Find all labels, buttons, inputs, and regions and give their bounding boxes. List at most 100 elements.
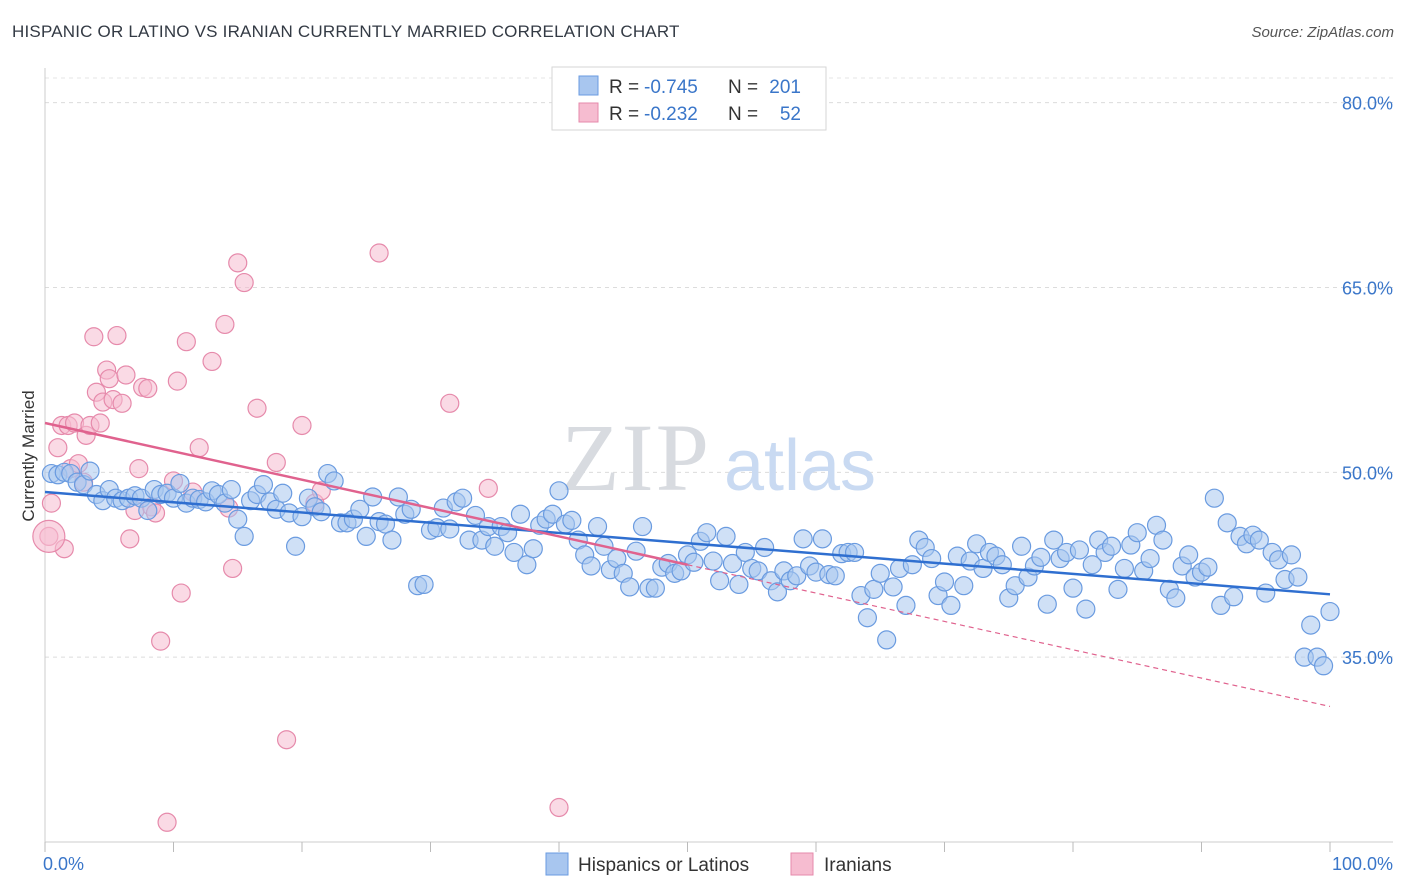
hispanic-point-53 [382,530,402,550]
x-tick-label-0: 0.0% [43,854,84,874]
watermark-atlas: atlas [724,426,876,506]
iranian-point-41 [228,253,248,273]
hispanic-point-175 [1166,588,1186,608]
iranian-point-29 [151,631,171,651]
hispanic-point-74 [517,555,537,575]
hispanic-point-162 [1082,555,1102,575]
bottom-legend: Hispanics or Latinos Iranians [545,852,892,876]
iranian-point-large [32,519,66,554]
legend-n-value-1: 201 [769,77,801,98]
hispanic-point-196 [1301,615,1321,635]
hispanic-point-102 [697,523,717,543]
trend-line-iranians-extension [687,564,1331,708]
hispanic-point-20 [170,473,190,494]
hispanic-point-167 [1114,558,1135,579]
iranian-point-37 [202,351,222,372]
y-tick-label-0: 80.0% [1342,94,1393,114]
hispanic-point-198 [1313,656,1334,676]
hispanic-point-151 [1011,536,1032,556]
iranian-point-43 [247,398,267,418]
hispanic-point-130 [877,630,897,650]
hispanic-point-64 [453,488,473,508]
hispanic-point-113 [767,582,788,602]
hispanic-point-133 [896,595,916,616]
hispanic-point-139 [934,572,955,592]
iranian-point-17 [99,369,119,389]
tick-labels: 80.0% 65.0% 50.0% 35.0% 0.0% 100.0% [43,94,1393,874]
iranian-point-14 [90,413,110,433]
hispanic-point-30 [234,526,254,547]
hispanic-point-100 [684,552,704,572]
iranian-point-21 [116,365,136,385]
iranian-point-50 [440,393,460,413]
hispanic-point-29 [228,509,248,529]
iranian-point-36 [189,438,209,458]
hispanic-point-106 [722,553,743,574]
hispanic-point-120 [812,529,833,549]
legend-r-label-1: R = [609,77,639,98]
hispanic-point-159 [1063,578,1083,598]
hispanic-point-104 [710,571,730,591]
hispanic-point-38 [285,536,306,556]
hispanic-point-6 [80,461,100,481]
hispanic-point-194 [1288,567,1308,587]
hispanic-point-105 [716,526,736,547]
iranian-point-2 [48,438,68,458]
y-axis-label: Currently Married [19,390,38,521]
iranian-point-49 [369,243,389,263]
hispanic-point-122 [825,566,845,586]
trend-line-iranians [44,421,688,566]
iranian-point-12 [84,327,104,347]
legend-box: R = -0.745 N = 201 R = -0.232 N = 52 [551,66,827,131]
watermark: ZIP atlas [561,404,876,511]
iranian-point-20 [112,393,132,413]
hispanic-point-103 [703,551,723,571]
hispanic-point-81 [562,510,582,530]
hispanic-point-129 [870,563,890,583]
hispanic-point-15 [138,500,158,521]
iranian-point-26 [138,378,158,399]
iranian-point-45 [276,730,297,750]
chart-source: Source: ZipAtlas.com [1251,24,1394,41]
hispanic-point-180 [1198,557,1218,577]
hispanic-point-58 [414,574,434,595]
hispanic-point-177 [1179,545,1199,565]
hispanic-point-181 [1204,488,1224,508]
hispanic-point-116 [787,566,807,586]
iranian-point-1 [41,493,62,513]
y-tick-label-1: 65.0% [1342,278,1393,298]
chart-title: HISPANIC OR LATINO VS IRANIAN CURRENTLY … [12,22,680,41]
hispanic-point-28 [221,479,241,500]
hispanic-point-90 [620,577,640,597]
iranian-point-22 [120,529,140,549]
hispanic-point-193 [1281,545,1302,565]
legend-n-label-2: N = [728,104,758,125]
hispanic-point-169 [1127,523,1147,543]
iranian-point-46 [292,415,312,436]
hispanic-point-94 [645,578,665,598]
axes [44,68,1393,852]
iranian-point-40 [223,558,243,579]
trend-line-hispanics [44,490,1331,596]
hispanic-point-154 [1031,547,1051,567]
hispanic-point-188 [1249,530,1269,550]
hispanic-point-33 [253,475,274,495]
iranian-point-38 [215,314,235,335]
y-tick-label-2: 50.0% [1342,463,1393,483]
hispanic-point-84 [581,556,601,576]
hispanic-point-73 [510,504,531,524]
iranian-point-33 [171,583,191,603]
bottom-legend-swatch-hispanics [545,852,569,876]
bottom-legend-iranians: Iranians [824,855,892,876]
legend-r-value-1: -0.745 [644,77,698,98]
hispanic-point-142 [954,576,974,596]
hispanic-point-183 [1217,513,1237,533]
hispanic-point-107 [729,574,749,595]
hispanic-point-140 [941,595,961,616]
hispanic-point-184 [1224,587,1244,607]
series-hispanics-points [41,461,1340,676]
hispanic-point-125 [844,542,865,563]
hispanic-point-171 [1140,548,1160,569]
iranian-point-34 [176,332,196,352]
hispanic-point-166 [1108,579,1128,599]
